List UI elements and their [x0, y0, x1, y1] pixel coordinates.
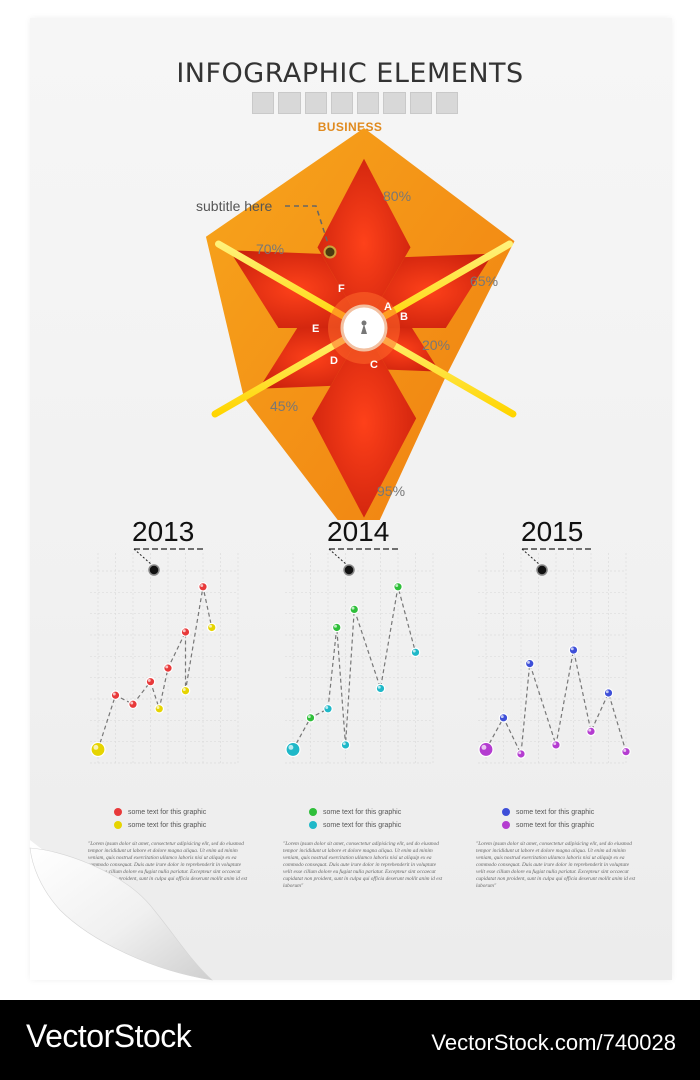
data-point-highlight [307, 715, 311, 719]
data-point-highlight [623, 748, 627, 752]
title-pointer-dot [536, 564, 548, 576]
segment-label-e: E [312, 323, 320, 335]
annotation-marker [323, 245, 337, 259]
legend-text: some text for this graphic [516, 821, 595, 829]
title-pointer [328, 548, 348, 566]
pie-annotation-label: subtitle here [196, 198, 273, 214]
legend-dot-icon [502, 808, 510, 816]
title-box [330, 92, 353, 114]
keyhole-icon [361, 324, 367, 334]
legend-dot-icon [309, 808, 317, 816]
title-box [383, 92, 406, 114]
line-chart-2014 [285, 548, 434, 764]
data-point-highlight [200, 584, 204, 588]
legend-item: some text for this graphic [309, 808, 401, 816]
title-pointer [521, 548, 541, 566]
segment-label-b: B [400, 311, 408, 323]
legend-item: some text for this graphic [309, 821, 401, 829]
title-box [435, 92, 458, 114]
legend-text: some text for this graphic [128, 821, 207, 829]
value-label-f: 70% [256, 241, 285, 257]
data-point-highlight [395, 584, 399, 588]
legend-item: some text for this graphic [114, 821, 206, 829]
data-point-highlight [325, 706, 329, 709]
brand-logo-text: VectorStock [26, 1018, 192, 1054]
legend-dot-icon [114, 821, 122, 829]
title-box [357, 92, 380, 114]
title-box [409, 92, 432, 114]
annotation-leader [285, 205, 331, 251]
data-point-highlight [527, 660, 530, 664]
legend-text: some text for this graphic [516, 808, 595, 816]
keyhole-icon-top [361, 320, 367, 326]
segment-label-a: A [384, 301, 392, 313]
chart-title-2013: 2013 [132, 516, 195, 547]
data-point-highlight [288, 744, 294, 750]
data-point-highlight [518, 751, 522, 755]
data-point-highlight [182, 687, 186, 691]
title-box [304, 92, 327, 114]
chart-title-2014: 2014 [327, 516, 390, 547]
data-point-highlight [93, 744, 99, 750]
data-point-highlight [588, 728, 592, 732]
legend-dot-icon [502, 821, 510, 829]
legend-dot-icon [309, 821, 317, 829]
data-point-highlight [112, 692, 116, 696]
legend-item: some text for this graphic [502, 821, 594, 829]
image-url-text: VectorStock.com/740028 [431, 1030, 676, 1055]
data-point-highlight [570, 647, 574, 651]
value-label-c: 20% [422, 337, 451, 353]
data-point-highlight [342, 742, 346, 746]
chart-description-2015: "Lorem ipsum dolor sit amet, consectetur… [476, 841, 636, 889]
chart-title-2015: 2015 [521, 516, 584, 547]
title-box [278, 92, 301, 114]
legend-dot-icon [114, 808, 122, 816]
value-label-b: 65% [470, 273, 499, 289]
value-label-a: 80% [383, 188, 412, 204]
footer-bar: VectorStock VectorStock.com/740028 [0, 1000, 700, 1080]
data-point-highlight [165, 665, 169, 669]
value-label-d: 95% [377, 483, 406, 499]
title-box [252, 92, 275, 114]
title-pointer-dot [148, 564, 160, 576]
line-chart-2015 [478, 548, 631, 764]
legend-item: some text for this graphic [502, 808, 594, 816]
segment-label-f: F [338, 283, 345, 295]
value-label-e: 45% [270, 398, 299, 414]
data-point-highlight [334, 624, 337, 628]
data-point-highlight [412, 649, 416, 653]
legend-item: some text for this graphic [114, 808, 206, 816]
data-point-highlight [500, 715, 504, 719]
chart-description-2014: "Lorem ipsum dolor sit amet, consectetur… [283, 841, 443, 889]
data-point-highlight [481, 744, 487, 750]
series-line [97, 586, 213, 750]
data-point-highlight [377, 685, 381, 689]
data-point-highlight [182, 629, 186, 633]
data-point-highlight [351, 606, 355, 610]
data-point-highlight [605, 690, 609, 694]
data-point-highlight [147, 678, 151, 682]
title-decoration-boxes [252, 92, 458, 114]
legend-text: some text for this graphic [323, 821, 402, 829]
data-point-highlight [209, 624, 212, 628]
title-pointer-dot [343, 564, 355, 576]
legend-text: some text for this graphic [323, 808, 402, 816]
title-pointer [133, 548, 153, 566]
page-curl-decoration [29, 847, 213, 981]
data-point-highlight [130, 701, 134, 705]
radial-star-chart [205, 128, 517, 520]
page-title: INFOGRAPHIC ELEMENTS [176, 58, 524, 89]
segment-label-c: C [370, 359, 378, 371]
data-point-highlight [553, 742, 557, 746]
data-point-highlight [156, 706, 160, 709]
segment-label-d: D [330, 355, 338, 367]
line-chart-2013 [90, 548, 239, 764]
legend-text: some text for this graphic [128, 808, 207, 816]
